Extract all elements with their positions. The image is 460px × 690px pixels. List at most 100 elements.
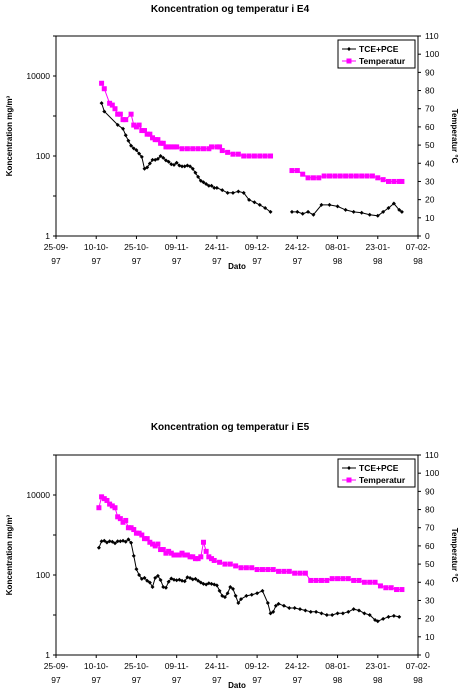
x-axis-label: Dato [228, 262, 246, 271]
data-point [327, 173, 333, 179]
data-point [109, 102, 115, 108]
data-point [332, 173, 338, 179]
data-point [314, 609, 319, 614]
data-point [198, 580, 203, 585]
x-tick-label-line-1: 25-10- [124, 242, 149, 252]
data-point [380, 177, 386, 183]
y-left-tick-label: 1 [45, 231, 50, 241]
data-point [359, 173, 365, 179]
data-point [166, 579, 171, 584]
data-point [139, 154, 144, 159]
data-point [144, 131, 150, 137]
data-point [123, 539, 128, 544]
data-point [359, 210, 364, 215]
x-tick-label-line-2: 98 [333, 675, 343, 685]
x-tick-label: 09-11- 97 [165, 661, 189, 685]
data-point [169, 162, 174, 167]
data-point [300, 211, 305, 216]
data-point [96, 545, 101, 550]
data-point [150, 135, 156, 141]
data-point [230, 151, 236, 157]
data-point [163, 144, 169, 150]
data-point [367, 613, 372, 617]
data-point [195, 556, 201, 562]
data-point [340, 611, 345, 616]
y-left-tick-label: 100 [36, 151, 50, 161]
data-point [361, 579, 367, 585]
data-point [190, 554, 196, 560]
y-right-tick-label: 60 [425, 122, 435, 132]
series-line [98, 495, 402, 590]
data-point [246, 153, 252, 159]
data-point [305, 175, 311, 181]
x-tick-label-line-2: 98 [373, 675, 383, 685]
data-point [139, 128, 145, 134]
x-tick-label-line-2: 97 [293, 256, 303, 266]
data-point [184, 552, 190, 558]
data-point [214, 185, 219, 190]
y-left-axis-label: Koncentration mg/m³ [5, 514, 14, 595]
data-point [276, 601, 281, 606]
data-point [225, 591, 230, 596]
data-point [163, 158, 168, 163]
data-point [233, 593, 238, 598]
y-right-tick-label: 10 [425, 632, 435, 642]
y-right-tick-label: 90 [425, 67, 435, 77]
data-point [101, 86, 107, 92]
data-point [343, 207, 348, 212]
x-tick-label: 24-11- 97 [205, 242, 229, 266]
data-point [115, 539, 120, 544]
data-point [343, 173, 349, 179]
data-point [193, 576, 198, 581]
data-point [268, 153, 274, 159]
data-point [209, 581, 214, 586]
x-tick-label-line-1: 23-01- [365, 242, 390, 252]
data-point [399, 209, 404, 214]
data-point [150, 585, 155, 590]
data-point [263, 206, 268, 211]
data-point [329, 576, 335, 582]
x-tick-label: 10-10- 97 [84, 661, 109, 685]
legend-label: TCE+PCE [359, 44, 399, 54]
data-point [203, 548, 209, 554]
data-point [190, 146, 196, 152]
data-point [375, 175, 381, 181]
data-point [96, 505, 102, 511]
data-point [123, 117, 129, 123]
data-point [123, 133, 128, 138]
y-right-tick-label: 110 [425, 450, 439, 460]
data-point [141, 536, 147, 542]
data-point [129, 143, 134, 148]
y-left-tick-label: 10000 [26, 71, 50, 81]
data-point [166, 144, 172, 150]
data-point [397, 614, 402, 619]
data-point [112, 541, 117, 546]
data-point [180, 164, 185, 169]
y-right-tick-label: 40 [425, 577, 435, 587]
data-point [375, 213, 380, 218]
x-tick-label-line-2: 97 [252, 256, 262, 266]
data-point [201, 581, 206, 586]
data-point [193, 170, 198, 175]
data-point [227, 561, 233, 567]
data-point [289, 168, 295, 174]
x-tick-label-line-1: 24-12- [285, 661, 310, 671]
data-point [107, 100, 113, 106]
data-point [131, 146, 136, 151]
data-point [158, 577, 163, 582]
data-point [180, 578, 185, 583]
data-point [346, 609, 351, 614]
y-right-tick-label: 80 [425, 86, 435, 96]
data-point [152, 543, 158, 549]
data-point [158, 140, 164, 146]
data-point [190, 577, 195, 582]
data-point [131, 122, 137, 128]
y-right-tick-label: 20 [425, 614, 435, 624]
data-point [171, 144, 177, 150]
data-point [281, 568, 287, 574]
data-point [273, 603, 278, 608]
x-tick-label: 08-01- 98 [325, 661, 350, 685]
data-point [115, 111, 121, 117]
data-point [257, 202, 262, 207]
data-point [321, 173, 327, 179]
